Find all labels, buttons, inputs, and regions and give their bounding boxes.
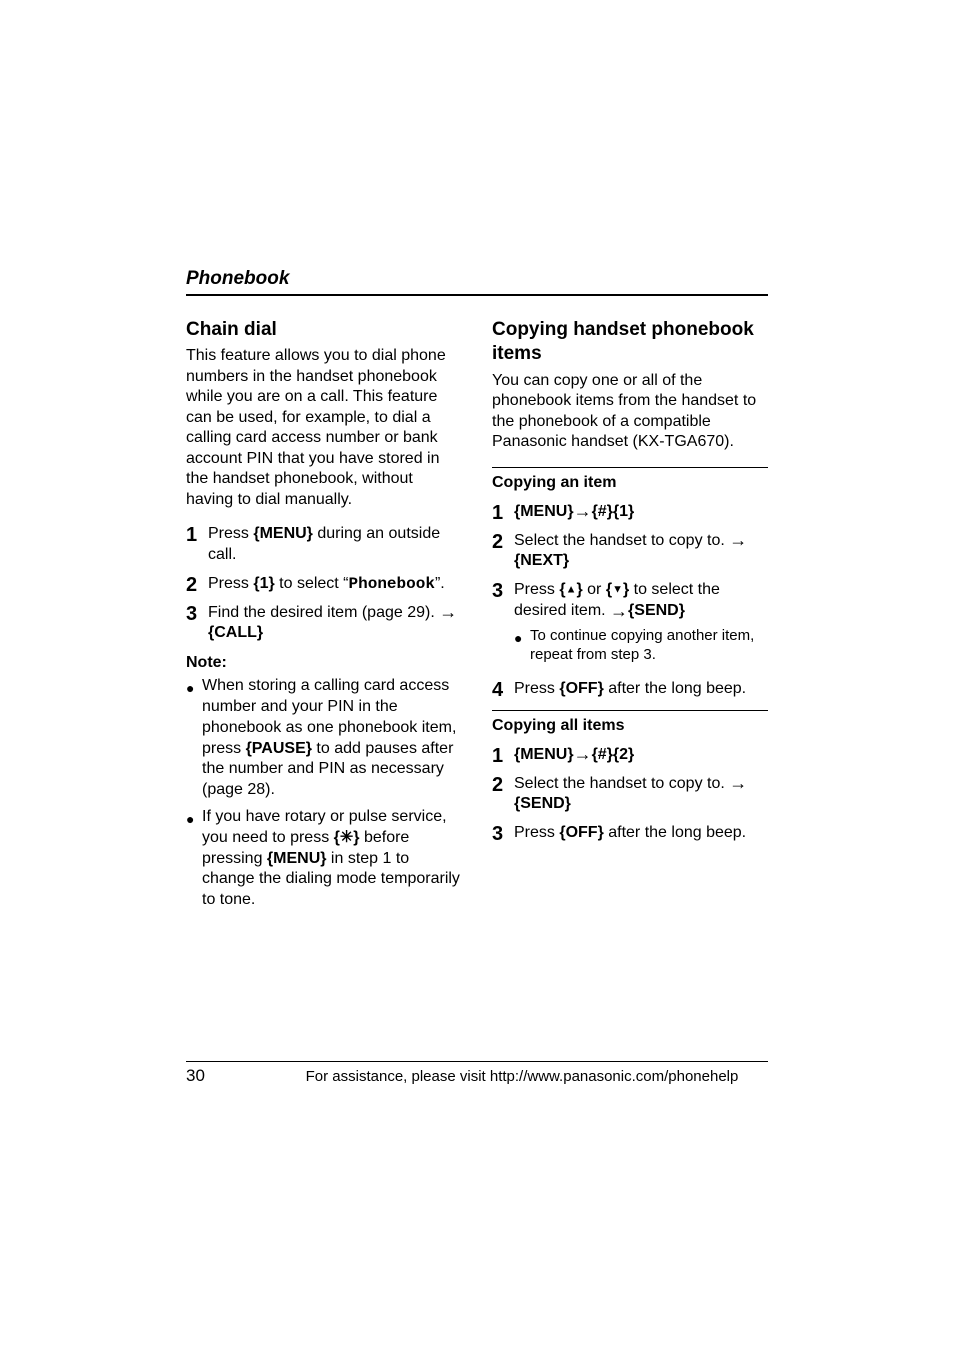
step-3: 3 Press {▲} or {▼} to select the desired… [492,580,768,671]
hash-1-label: {#}{1} [592,503,635,520]
chapter-title: Phonebook [186,268,768,290]
footer-rule [186,1061,768,1062]
step-body: {MENU} → {#}{1} [514,502,768,523]
note-body: If you have rotary or pulse service, you… [202,807,462,911]
text: after the long beep. [604,680,746,697]
menu-button-label: {MENU} [514,746,574,763]
step-1: 1 {MENU} → {#}{2} [492,745,768,766]
chapter-rule [186,294,768,296]
step-num: 2 [492,531,514,552]
text: Find the desired item (page 29). [208,604,439,621]
step-num: 1 [492,502,514,523]
menu-button-label: {MENU} [267,850,327,867]
sub-title-copy-all: Copying all items [492,717,768,735]
step-body: Select the handset to copy to. → {NEXT} [514,531,768,573]
text: To continue copying another item, repeat… [530,626,768,665]
copy-intro: You can copy one or all of the phonebook… [492,371,768,453]
step-num: 3 [186,603,208,624]
text: Select the handset to copy to. [514,532,729,549]
step-num: 4 [492,679,514,700]
step-num: 3 [492,580,514,601]
columns: Chain dial This feature allows you to di… [186,318,768,917]
section-title-copy: Copying handset phonebook items [492,318,768,367]
step-body: {MENU} → {#}{2} [514,745,768,766]
step-num: 1 [492,745,514,766]
step-body: Press {1} to select “Phonebook”. [208,574,462,595]
menu-button-label: {MENU} [514,503,574,520]
step-1: 1 Press {MENU} during an outside call. [186,524,462,566]
text: Press [514,581,559,598]
chain-dial-steps: 1 Press {MENU} during an outside call. 2… [186,524,462,644]
step-num: 2 [186,574,208,595]
copy-all-steps: 1 {MENU} → {#}{2} 2 Select the handset t… [492,745,768,845]
bullet-icon: ● [186,807,202,828]
text: to select “ [275,575,349,592]
step-body: Press {OFF} after the long beep. [514,679,768,700]
footer: 30 For assistance, please visit http://w… [186,1061,768,1086]
key-1-label: {1} [253,575,274,592]
chain-dial-intro: This feature allows you to dial phone nu… [186,346,462,510]
note-2: ● If you have rotary or pulse service, y… [186,807,462,911]
step-num: 3 [492,823,514,844]
step-3: 3 Find the desired item (page 29). → {CA… [186,603,462,645]
step-body: Press {OFF} after the long beep. [514,823,768,844]
text: ”. [435,575,445,592]
page: Phonebook Chain dial This feature allows… [0,0,954,1351]
page-number: 30 [186,1066,276,1086]
note-body: When storing a calling card access numbe… [202,676,462,801]
sub-bullet-list: ● To continue copying another item, repe… [514,626,768,665]
hash-2-label: {#}{2} [592,746,635,763]
right-column: Copying handset phonebook items You can … [492,318,768,917]
step-body: Press {MENU} during an outside call. [208,524,462,566]
step-4: 4 Press {OFF} after the long beep. [492,679,768,700]
note-label: Note: [186,654,462,672]
section-title-chain-dial: Chain dial [186,318,462,342]
step-body: Select the handset to copy to. → {SEND} [514,774,768,816]
off-button-label: {OFF} [559,680,603,697]
bullet-icon: ● [186,676,202,697]
phonebook-literal: Phonebook [349,575,435,593]
step-2: 2 Select the handset to copy to. → {NEXT… [492,531,768,573]
step-num: 2 [492,774,514,795]
step-body: Press {▲} or {▼} to select the desired i… [514,580,768,671]
left-column: Chain dial This feature allows you to di… [186,318,462,917]
footer-line: 30 For assistance, please visit http://w… [186,1066,768,1086]
step-1: 1 {MENU} → {#}{1} [492,502,768,523]
step-2: 2 Select the handset to copy to. → {SEND… [492,774,768,816]
text: Select the handset to copy to. [514,775,729,792]
text: Press [514,680,559,697]
footer-text: For assistance, please visit http://www.… [276,1068,768,1085]
up-button-label: {▲} [559,581,582,598]
text: or [583,581,606,598]
notes-list: ● When storing a calling card access num… [186,676,462,911]
next-button-label: {NEXT} [514,552,569,569]
text: If you have rotary or pulse service, you… [202,808,447,846]
send-button-label: {SEND} [628,602,685,619]
sub-title-copy-item: Copying an item [492,474,768,492]
up-triangle-icon: ▲ [566,584,577,596]
note-1: ● When storing a calling card access num… [186,676,462,801]
menu-button-label: {MENU} [253,525,313,542]
send-button-label: {SEND} [514,795,571,812]
star-button-label: {✳} [334,829,360,846]
copy-item-steps: 1 {MENU} → {#}{1} 2 Select the handset t… [492,502,768,700]
text: after the long beep. [604,824,746,841]
sub-rule [492,467,768,468]
text: Press [208,575,253,592]
sub-rule [492,710,768,711]
step-num: 1 [186,524,208,545]
off-button-label: {OFF} [559,824,603,841]
text: Press [208,525,253,542]
step-3: 3 Press {OFF} after the long beep. [492,823,768,844]
call-button-label: {CALL} [208,624,263,641]
down-button-label: {▼} [606,581,629,598]
text: Press [514,824,559,841]
step-2: 2 Press {1} to select “Phonebook”. [186,574,462,595]
step-body: Find the desired item (page 29). → {CALL… [208,603,462,645]
down-triangle-icon: ▼ [612,584,623,596]
bullet-icon: ● [514,626,530,647]
pause-button-label: {PAUSE} [246,740,312,757]
sub-bullet: ● To continue copying another item, repe… [514,626,768,665]
